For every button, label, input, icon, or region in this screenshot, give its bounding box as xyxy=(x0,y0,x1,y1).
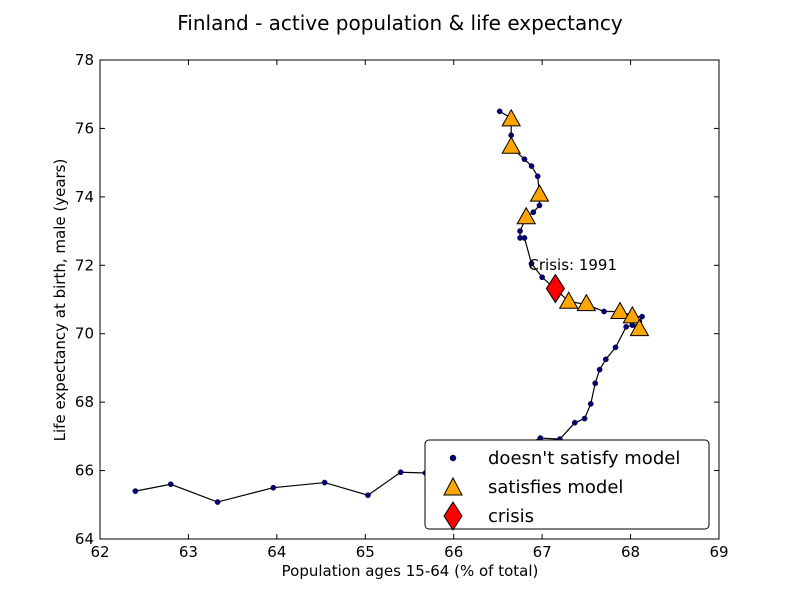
legend-label-not-satisfy: doesn't satisfy model xyxy=(488,448,680,469)
legend-label-satisfies: satisfies model xyxy=(488,477,623,498)
data-point xyxy=(321,479,328,486)
data-point xyxy=(587,401,594,407)
y-tick-label: 66 xyxy=(75,462,94,480)
x-tick-label: 62 xyxy=(90,543,109,561)
chart-title: Finland - active population & life expec… xyxy=(177,11,623,35)
legend-diamond-marker xyxy=(443,501,463,531)
data-point xyxy=(592,380,599,387)
data-point xyxy=(623,324,630,330)
satisfies-marker xyxy=(501,108,522,127)
x-tick-label: 69 xyxy=(709,543,728,561)
legend-label-crisis: crisis xyxy=(488,506,534,527)
satisfies-marker xyxy=(501,136,522,154)
legend-dot-marker xyxy=(449,454,457,462)
y-tick-label: 70 xyxy=(75,325,94,343)
x-tick-label: 65 xyxy=(356,543,375,561)
data-point xyxy=(530,209,537,216)
data-point xyxy=(528,260,535,267)
data-point xyxy=(214,499,221,505)
data-point xyxy=(602,356,609,363)
data-point xyxy=(132,488,139,494)
data-point xyxy=(539,274,545,281)
legend-triangle-marker xyxy=(443,476,463,496)
x-tick-label: 64 xyxy=(267,543,286,561)
data-point xyxy=(536,202,543,209)
crisis-marker xyxy=(545,273,566,304)
data-point xyxy=(601,308,607,315)
data-point xyxy=(581,415,588,422)
data-point xyxy=(397,469,404,476)
x-tick-label: 67 xyxy=(533,543,552,561)
y-tick-label: 78 xyxy=(75,51,94,69)
data-point xyxy=(596,366,603,373)
x-tick-label: 68 xyxy=(621,543,640,561)
y-tick-label: 72 xyxy=(75,256,94,274)
x-axis-label: Population ages 15-64 (% of total) xyxy=(282,562,539,580)
data-point xyxy=(528,163,535,169)
data-point xyxy=(517,228,523,234)
data-point xyxy=(496,108,503,115)
data-point xyxy=(167,481,174,488)
data-point xyxy=(270,484,277,491)
data-point xyxy=(612,344,619,351)
data-point xyxy=(521,156,528,163)
satisfies-marker xyxy=(610,301,630,319)
x-tick-label: 63 xyxy=(179,543,198,561)
axis-ticks: 62 63 64 65 66 67 68 69 64 66 68 70 72 74 76 78 xyxy=(75,51,729,561)
crisis-annotation: Crisis: 1991 xyxy=(528,256,617,274)
y-tick-label: 68 xyxy=(75,393,94,411)
data-point xyxy=(365,492,371,499)
y-axis-label: Life expectancy at birth, male (years) xyxy=(51,159,69,442)
satisfies-marker xyxy=(622,305,643,324)
y-tick-label: 76 xyxy=(75,119,94,137)
satisfies-marker xyxy=(576,293,597,312)
data-point xyxy=(572,419,578,426)
satisfies-marker xyxy=(558,291,579,309)
legend-box xyxy=(424,439,710,530)
satisfies-marker xyxy=(516,206,537,225)
y-tick-label: 64 xyxy=(75,530,94,548)
y-tick-label: 74 xyxy=(75,188,94,206)
legend: doesn't satisfy model satisfies model cr… xyxy=(424,439,710,531)
data-point xyxy=(534,173,541,180)
data-point xyxy=(517,235,523,241)
data-point xyxy=(639,313,645,320)
x-tick-label: 66 xyxy=(444,543,463,561)
satisfies-marker xyxy=(629,318,650,337)
satisfies-marker xyxy=(529,184,550,202)
